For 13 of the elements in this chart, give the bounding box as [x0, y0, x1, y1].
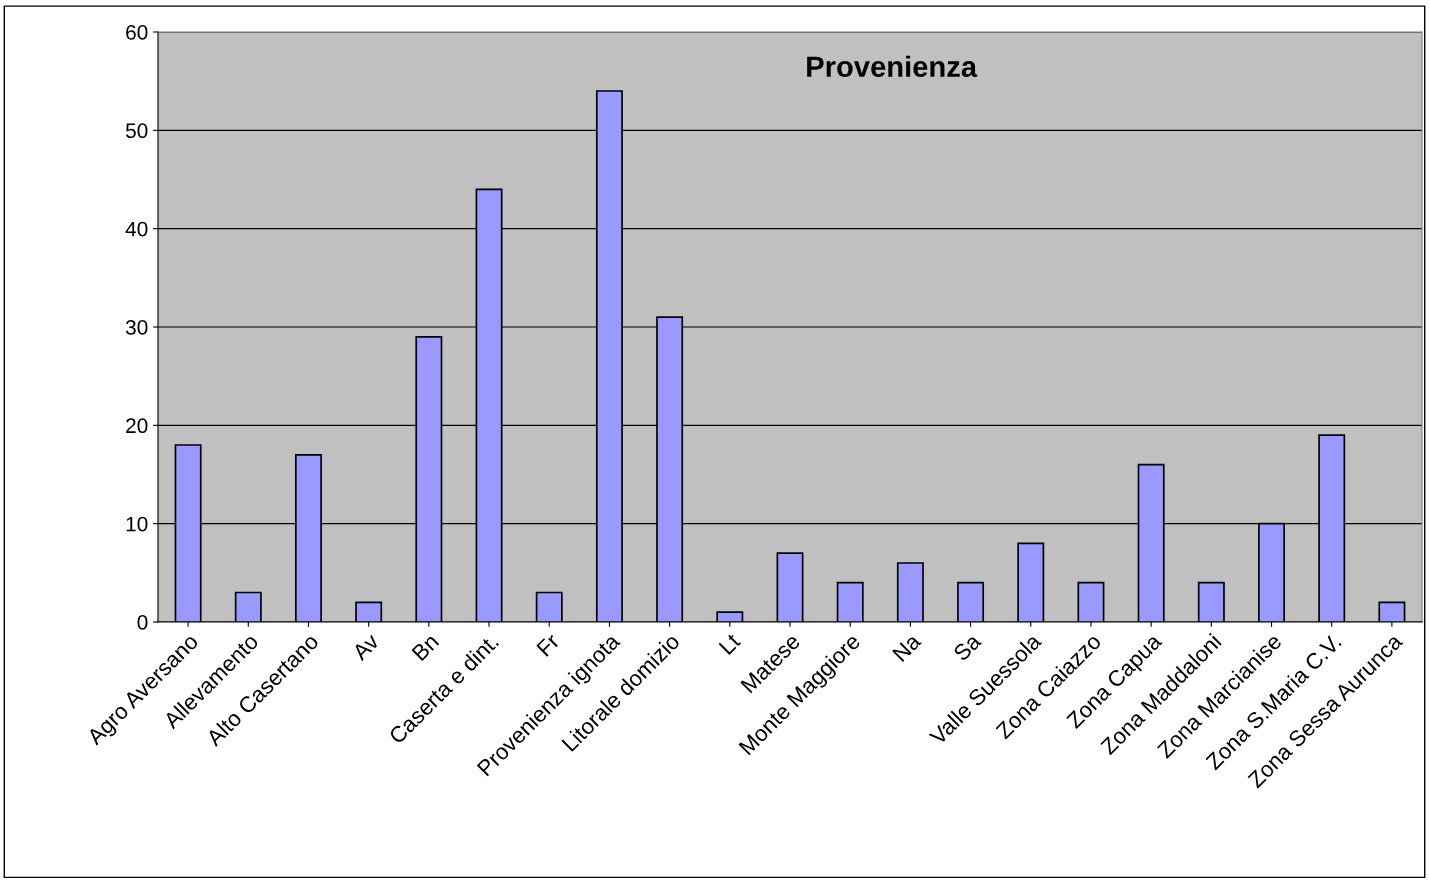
y-tick-label: 20	[126, 418, 148, 434]
text: Provenienza	[807, 55, 978, 78]
x-tick-label: Fr	[536, 632, 561, 657]
y-tick-label: 10	[126, 516, 148, 532]
x-tick-label: Lt	[718, 632, 742, 656]
x-tick-label: Bn	[411, 633, 440, 662]
x-tick-label: Na	[892, 632, 922, 663]
y-tick-label: 60	[126, 25, 148, 40]
y-tick-label: 30	[125, 320, 148, 335]
x-tick-label: Av	[351, 632, 380, 662]
y-tick-label: 0	[137, 615, 148, 630]
y-tick-label: 50	[125, 123, 148, 139]
y-tick-label: 40	[125, 221, 148, 237]
